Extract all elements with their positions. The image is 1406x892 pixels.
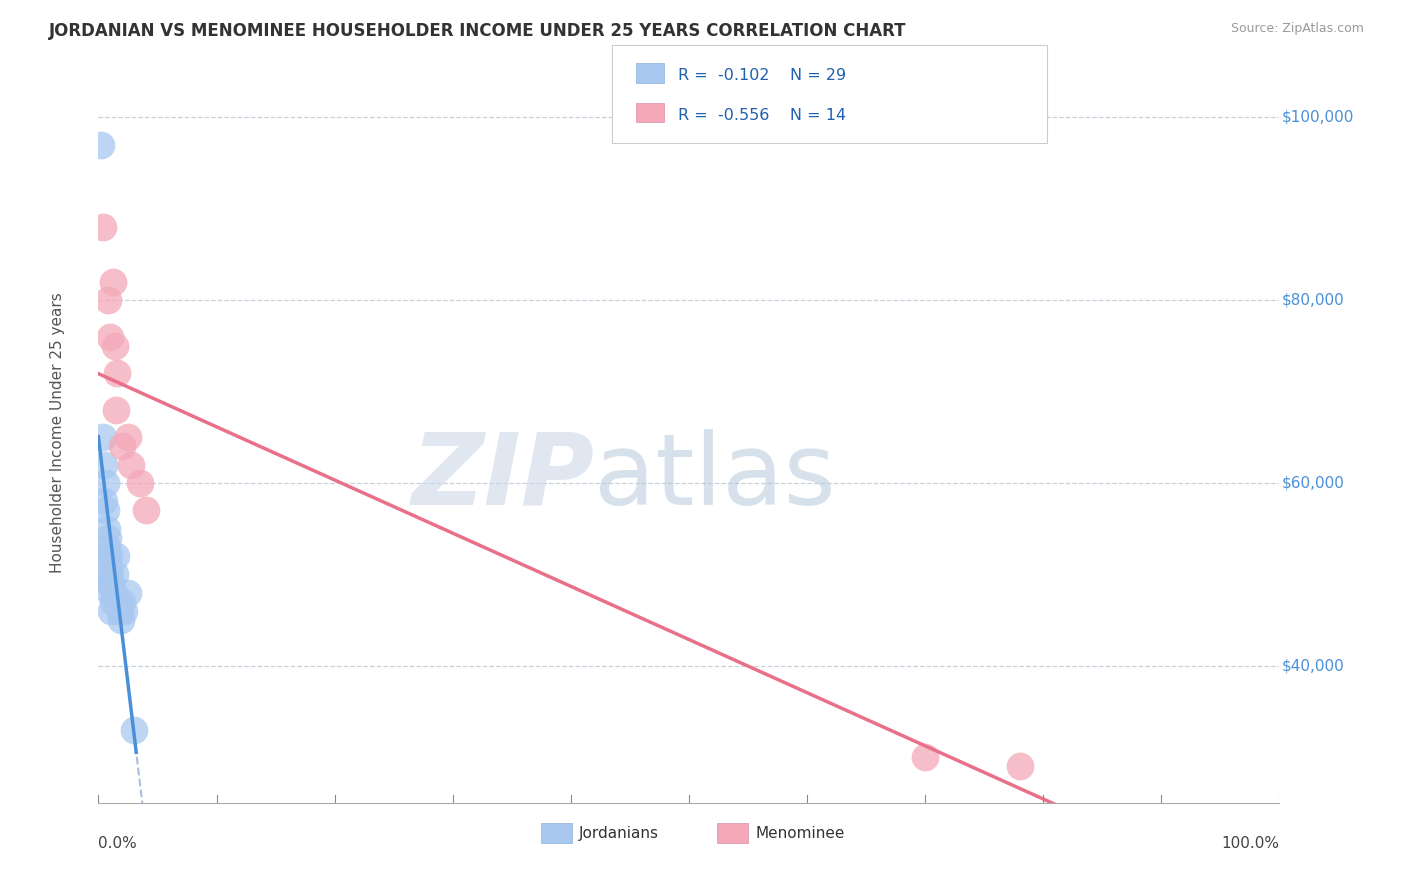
Point xyxy=(96,540,118,554)
Point xyxy=(105,402,128,417)
Point xyxy=(97,293,120,307)
Point xyxy=(135,503,157,517)
Text: R =  -0.102    N = 29: R = -0.102 N = 29 xyxy=(678,69,846,83)
Point xyxy=(914,750,936,764)
Point xyxy=(111,439,134,453)
Point xyxy=(110,613,132,627)
Point xyxy=(98,329,121,343)
Point xyxy=(105,549,128,563)
Text: $80,000: $80,000 xyxy=(1282,293,1344,308)
Text: Householder Income Under 25 years: Householder Income Under 25 years xyxy=(49,293,65,573)
Point xyxy=(100,576,122,591)
Point xyxy=(117,585,139,599)
Point xyxy=(93,458,115,472)
Point xyxy=(103,585,125,599)
Point xyxy=(122,723,145,737)
Point xyxy=(105,366,128,380)
Point xyxy=(94,503,117,517)
Text: atlas: atlas xyxy=(595,428,837,525)
Point xyxy=(97,531,120,545)
Point xyxy=(91,219,114,234)
Point xyxy=(98,567,121,582)
Point xyxy=(96,522,118,536)
Point xyxy=(105,595,128,609)
Point xyxy=(104,339,127,353)
Point xyxy=(94,475,117,490)
Point xyxy=(108,604,131,618)
Point xyxy=(98,576,121,591)
Text: $40,000: $40,000 xyxy=(1282,658,1344,673)
Point xyxy=(98,549,121,563)
Text: 0.0%: 0.0% xyxy=(98,836,138,851)
Text: JORDANIAN VS MENOMINEE HOUSEHOLDER INCOME UNDER 25 YEARS CORRELATION CHART: JORDANIAN VS MENOMINEE HOUSEHOLDER INCOM… xyxy=(49,22,907,40)
Point xyxy=(1008,759,1031,773)
Text: $100,000: $100,000 xyxy=(1282,110,1354,125)
Point xyxy=(98,585,121,599)
Point xyxy=(111,595,134,609)
Point xyxy=(100,604,122,618)
Text: Source: ZipAtlas.com: Source: ZipAtlas.com xyxy=(1230,22,1364,36)
Point xyxy=(93,494,115,508)
Point xyxy=(128,475,150,490)
Text: 100.0%: 100.0% xyxy=(1222,836,1279,851)
Point xyxy=(112,604,135,618)
Text: $60,000: $60,000 xyxy=(1282,475,1344,491)
Point xyxy=(117,430,139,444)
Text: R =  -0.556    N = 14: R = -0.556 N = 14 xyxy=(678,108,846,122)
Point xyxy=(96,549,118,563)
Point xyxy=(90,137,112,152)
Point xyxy=(91,430,114,444)
Text: ZIP: ZIP xyxy=(412,428,595,525)
Point xyxy=(97,567,120,582)
Point xyxy=(104,567,127,582)
Point xyxy=(101,275,124,289)
Text: Menominee: Menominee xyxy=(755,826,845,840)
Point xyxy=(121,458,143,472)
Point xyxy=(101,595,124,609)
Point xyxy=(107,595,129,609)
Text: Jordanians: Jordanians xyxy=(579,826,659,840)
